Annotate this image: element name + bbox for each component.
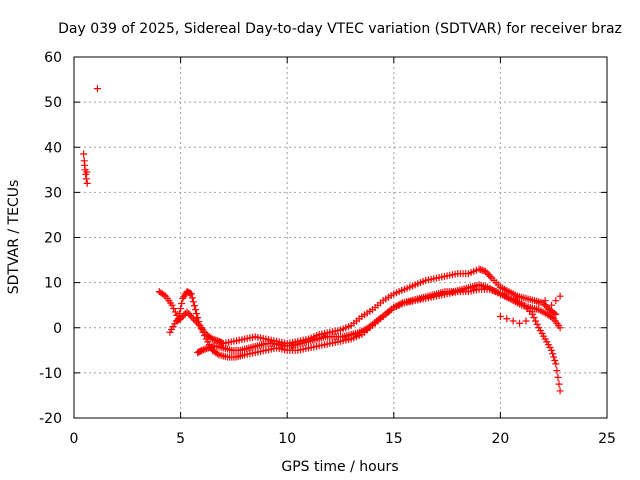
data-point bbox=[207, 334, 215, 342]
data-point bbox=[551, 356, 559, 364]
y-tick-label: 60 bbox=[44, 50, 62, 66]
x-tick-label: 5 bbox=[176, 431, 185, 447]
chart-title: Day 039 of 2025, Sidereal Day-to-day VTE… bbox=[58, 21, 622, 37]
data-point bbox=[168, 301, 176, 309]
data-point bbox=[509, 317, 517, 325]
data-point bbox=[192, 306, 200, 314]
data-point bbox=[552, 360, 560, 368]
data-point bbox=[189, 315, 197, 323]
data-points bbox=[80, 85, 564, 395]
y-tick-label: 0 bbox=[53, 321, 62, 337]
data-point bbox=[160, 291, 168, 299]
y-axis-label: SDTVAR / TECUs bbox=[6, 180, 22, 295]
data-point bbox=[548, 301, 556, 309]
y-tick-label: 20 bbox=[44, 231, 62, 247]
data-point bbox=[193, 318, 201, 326]
data-point bbox=[486, 272, 494, 280]
data-point bbox=[553, 367, 561, 375]
data-point bbox=[194, 320, 202, 328]
data-point bbox=[556, 387, 564, 395]
data-point bbox=[550, 353, 558, 361]
data-point bbox=[552, 297, 560, 305]
data-point bbox=[503, 315, 511, 323]
data-point bbox=[483, 269, 491, 277]
data-point bbox=[213, 350, 221, 358]
data-point bbox=[178, 313, 186, 321]
data-point bbox=[83, 168, 91, 176]
data-point bbox=[189, 298, 197, 306]
data-point bbox=[555, 380, 563, 388]
data-point bbox=[481, 267, 489, 275]
x-tick-label: 25 bbox=[598, 431, 616, 447]
data-point bbox=[196, 321, 204, 329]
x-tick-label: 10 bbox=[278, 431, 296, 447]
y-tick-label: -10 bbox=[39, 366, 62, 382]
data-point bbox=[549, 350, 557, 358]
data-point bbox=[93, 85, 101, 93]
data-point bbox=[186, 311, 194, 319]
x-axis-label: GPS time / hours bbox=[281, 459, 398, 475]
axis-ticks: 0 5 10 15 20 25 -20 -10 0 10 20 30 40 50 60 bbox=[39, 50, 616, 447]
data-point bbox=[516, 319, 524, 327]
data-point bbox=[185, 310, 193, 318]
data-point bbox=[171, 308, 179, 316]
data-point bbox=[554, 373, 562, 381]
y-tick-label: 10 bbox=[44, 276, 62, 292]
data-point bbox=[180, 311, 188, 319]
data-point bbox=[197, 325, 205, 333]
data-point bbox=[190, 302, 198, 310]
data-point bbox=[83, 179, 91, 187]
data-point bbox=[177, 315, 185, 323]
x-tick-label: 15 bbox=[385, 431, 403, 447]
data-point bbox=[532, 317, 540, 325]
data-point bbox=[187, 290, 195, 298]
data-point bbox=[542, 302, 550, 310]
data-point bbox=[178, 299, 186, 307]
grid-lines bbox=[74, 57, 607, 418]
data-point bbox=[535, 299, 543, 307]
data-point bbox=[188, 313, 196, 321]
data-point bbox=[556, 324, 564, 332]
data-point bbox=[199, 328, 207, 336]
data-point bbox=[552, 310, 560, 318]
data-point bbox=[530, 314, 538, 322]
data-point bbox=[193, 310, 201, 318]
data-point bbox=[528, 308, 536, 316]
y-tick-label: 30 bbox=[44, 185, 62, 201]
data-point bbox=[533, 320, 541, 328]
data-point bbox=[183, 308, 191, 316]
data-point bbox=[82, 175, 90, 183]
data-point bbox=[522, 317, 530, 325]
data-point bbox=[80, 150, 88, 158]
data-point bbox=[485, 271, 493, 279]
data-point bbox=[170, 305, 178, 313]
data-point bbox=[556, 292, 564, 300]
x-tick-label: 0 bbox=[70, 431, 79, 447]
data-point bbox=[548, 346, 556, 354]
data-point bbox=[191, 316, 199, 324]
data-point bbox=[201, 332, 209, 340]
data-point bbox=[496, 312, 504, 320]
y-tick-label: 50 bbox=[44, 95, 62, 111]
y-tick-label: 40 bbox=[44, 140, 62, 156]
data-point bbox=[548, 314, 556, 322]
data-point bbox=[188, 294, 196, 302]
x-tick-label: 20 bbox=[491, 431, 509, 447]
data-point bbox=[541, 297, 549, 305]
y-tick-label: -20 bbox=[39, 411, 62, 427]
data-point bbox=[177, 305, 185, 313]
